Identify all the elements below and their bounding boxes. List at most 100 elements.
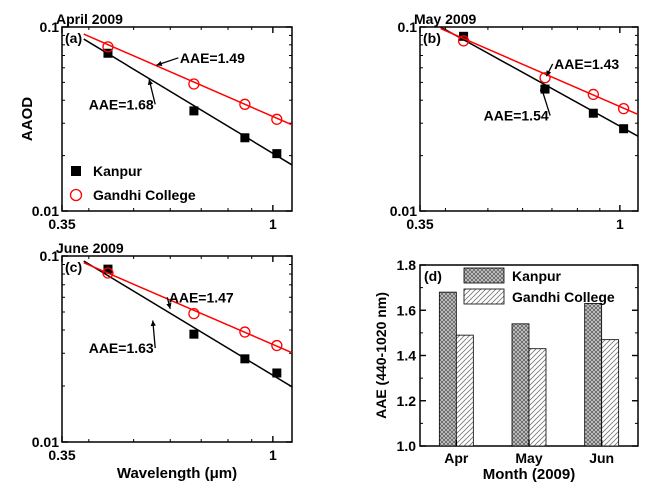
fit-line [83, 260, 293, 388]
arrow-head [166, 302, 172, 309]
data-point-circle [239, 326, 251, 338]
fit-line [440, 27, 639, 116]
legend: Kanpur Gandhi College [463, 267, 615, 305]
aae-annotation: AAE=1.49 [180, 50, 245, 66]
aae-annotation: AAE=1.63 [89, 340, 154, 356]
data-point-circle [587, 88, 599, 101]
data-point-square [619, 124, 629, 134]
data-point-square [189, 329, 199, 339]
fit-line [83, 262, 293, 354]
y-axis-label: AAE (440-1020 nm) [373, 292, 389, 419]
y-tick-label: 1.0 [397, 438, 417, 454]
panel-label: (b) [423, 30, 441, 46]
series-gandhi-college [440, 27, 639, 116]
y-tick-label: 0.1 [40, 248, 60, 264]
x-axis-label: Month (2009) [483, 466, 576, 483]
series-kanpur [83, 260, 293, 388]
legend-swatch [463, 288, 505, 305]
bar-kanpur-jun [584, 303, 603, 447]
legend-label: Gandhi College [512, 289, 615, 305]
legend-marker-square [71, 166, 81, 176]
fit-line [440, 26, 639, 137]
panel-2: 0.01 0.1 0.35 1 AAE=1.43 AAE=1.54 May 2009 (b) [390, 11, 639, 232]
aae-annotation: AAE=1.68 [89, 96, 154, 112]
bar-gandhi-college-jun [601, 339, 620, 447]
fit-line [83, 33, 293, 126]
aae-annotation: AAE=1.54 [484, 108, 549, 124]
bar-gandhi-college-may [528, 348, 547, 447]
plot-frame [61, 255, 293, 443]
bar-kanpur-may [511, 323, 530, 447]
x-tick-label: 1 [616, 216, 624, 232]
data-point-circle [457, 35, 470, 47]
data-point-circle [102, 267, 114, 279]
series-gandhi-college [83, 33, 293, 126]
data-point-circle [239, 98, 251, 110]
x-tick-label: 0.35 [48, 216, 75, 232]
panel-label: (c) [65, 259, 82, 275]
y-tick-label: 1.2 [397, 393, 417, 409]
x-tick-label: 0.35 [406, 216, 433, 232]
panel-4: 1.0 1.2 1.4 1.6 1.8 Apr May Jun (d) Month (2009) A… [373, 257, 639, 483]
data-point-square [189, 106, 199, 116]
arrow-head [546, 70, 552, 77]
fit-line [83, 38, 293, 166]
legend: Kanpur Gandhi College [69, 163, 196, 203]
legend-marker-circle [69, 188, 83, 202]
data-point-circle [271, 339, 283, 352]
bar-kanpur-apr [438, 291, 457, 447]
data-point-square [588, 108, 598, 118]
plot-frame [419, 26, 639, 212]
data-point-circle [188, 78, 200, 90]
data-point-circle [271, 113, 283, 125]
panel-1: 0.01 0.1 0.35 1 AAE=1.49 AAE=1.68 April 2009 (a… [19, 11, 293, 232]
y-axis-label: AAOD [19, 97, 36, 141]
y-tick-label: 1.8 [397, 257, 417, 273]
x-axis-label: Wavelength (μm) [117, 465, 237, 482]
panel-title: May 2009 [414, 11, 476, 27]
legend-label: Kanpur [512, 268, 562, 284]
data-point-square [240, 133, 250, 143]
y-tick-label: 0.01 [32, 434, 59, 450]
panel-3: 0.01 0.1 0.35 1 AAE=1.47 AAE=1.63 June 2009 (c)… [32, 240, 293, 482]
panel-title: June 2009 [56, 240, 124, 256]
plot-frame [61, 26, 293, 212]
y-tick-label: 0.01 [390, 203, 417, 219]
data-point-circle [102, 41, 114, 53]
legend-label: Kanpur [93, 163, 143, 179]
data-point-square [103, 48, 113, 58]
arrow-head [147, 79, 153, 86]
data-point-circle [617, 102, 630, 115]
x-tick-label: May [515, 450, 542, 466]
bar-gandhi-college-apr [455, 334, 474, 447]
data-point-square [272, 368, 282, 378]
arrow-head [539, 85, 545, 92]
x-tick-label: Apr [444, 450, 469, 466]
data-point-circle [188, 307, 200, 320]
series-kanpur [83, 38, 293, 166]
x-tick-label: 0.35 [48, 447, 75, 463]
x-tick-label: Jun [589, 450, 614, 466]
data-point-square [272, 149, 282, 159]
y-tick-label: 1.4 [397, 348, 417, 364]
panel-label: (a) [65, 30, 82, 46]
y-tick-label: 0.01 [32, 203, 59, 219]
data-point-circle [539, 72, 551, 84]
y-tick-label: 0.1 [40, 19, 60, 35]
aae-annotation: AAE=1.43 [554, 56, 619, 72]
series-gandhi-college [83, 262, 293, 354]
y-tick-label: 1.6 [397, 302, 417, 318]
x-tick-label: 1 [269, 447, 277, 463]
data-point-square [240, 354, 250, 364]
panel-label: (d) [424, 268, 442, 284]
data-point-square [103, 264, 113, 274]
arrow-head [150, 320, 156, 327]
y-tick-label: 0.1 [398, 19, 418, 35]
data-point-square [540, 84, 550, 94]
x-tick-label: 1 [269, 216, 277, 232]
arrow-head [156, 61, 163, 66]
panel-title: April 2009 [56, 11, 123, 27]
legend-label: Gandhi College [93, 187, 196, 203]
legend-swatch [463, 267, 505, 284]
